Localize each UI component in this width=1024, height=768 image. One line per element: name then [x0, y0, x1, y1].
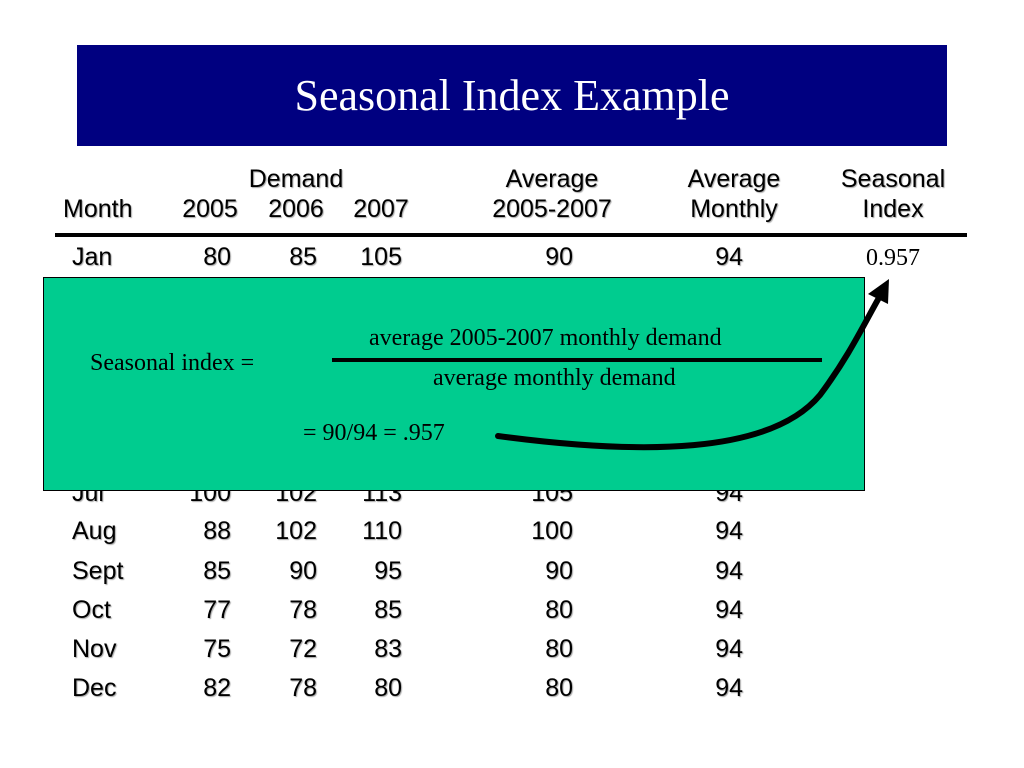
- cell-2007: 80: [374, 674, 402, 702]
- cell-2007: 95: [374, 557, 402, 585]
- header-seasonal: Seasonal: [840, 165, 946, 193]
- header-year-2006: 2006: [268, 195, 324, 223]
- formula-label: Seasonal index =: [90, 350, 255, 376]
- fraction-bar: [332, 358, 822, 362]
- cell-2005: 77: [203, 596, 231, 624]
- cell-2006: 90: [289, 557, 317, 585]
- cell-seasonal-index: 0.957: [866, 245, 920, 271]
- cell-2007: 110: [362, 517, 402, 545]
- cell-average: 80: [545, 635, 573, 663]
- header-index: Index: [862, 195, 924, 223]
- header-year-2007: 2007: [353, 195, 409, 223]
- cell-2005: 88: [203, 517, 231, 545]
- cell-month: Sept: [72, 557, 124, 585]
- formula-box: Seasonal index = average 2005-2007 month…: [43, 277, 865, 491]
- cell-2007: 105: [360, 243, 402, 271]
- cell-average: 100: [531, 517, 573, 545]
- cell-2005: 80: [203, 243, 231, 271]
- header-average-monthly-1: Average: [687, 165, 781, 193]
- cell-month: Oct: [72, 596, 111, 624]
- cell-month: Aug: [72, 517, 117, 545]
- header-month: Month: [63, 195, 133, 223]
- cell-2006: 85: [289, 243, 317, 271]
- cell-2005: 82: [203, 674, 231, 702]
- cell-2006: 72: [289, 635, 317, 663]
- formula-denominator: average monthly demand: [433, 365, 676, 391]
- cell-monthly: 94: [715, 557, 743, 585]
- cell-2005: 75: [203, 635, 231, 663]
- cell-average: 80: [545, 596, 573, 624]
- title-bar: Seasonal Index Example: [77, 45, 947, 146]
- slide-title: Seasonal Index Example: [294, 71, 730, 120]
- cell-average: 90: [545, 557, 573, 585]
- cell-average: 80: [545, 674, 573, 702]
- cell-monthly: 94: [715, 635, 743, 663]
- cell-2006: 78: [289, 596, 317, 624]
- header-year-2005: 2005: [182, 195, 238, 223]
- cell-monthly: 94: [715, 517, 743, 545]
- header-rule: [55, 233, 967, 237]
- header-average-range: 2005-2007: [492, 195, 612, 223]
- cell-2007: 85: [374, 596, 402, 624]
- cell-monthly: 94: [715, 596, 743, 624]
- cell-2007: 83: [374, 635, 402, 663]
- cell-month: Jan: [72, 243, 113, 271]
- formula-numerator: average 2005-2007 monthly demand: [369, 325, 722, 351]
- cell-2006: 78: [289, 674, 317, 702]
- header-average: Average: [505, 165, 599, 193]
- cell-monthly: 94: [715, 674, 743, 702]
- cell-2005: 85: [203, 557, 231, 585]
- cell-month: Nov: [72, 635, 117, 663]
- cell-2006: 102: [275, 517, 317, 545]
- header-demand: Demand: [248, 165, 344, 193]
- cell-month: Dec: [72, 674, 117, 702]
- cell-monthly: 94: [715, 243, 743, 271]
- formula-result: = 90/94 = .957: [303, 420, 445, 446]
- header-average-monthly-2: Monthly: [690, 195, 778, 223]
- cell-average: 90: [545, 243, 573, 271]
